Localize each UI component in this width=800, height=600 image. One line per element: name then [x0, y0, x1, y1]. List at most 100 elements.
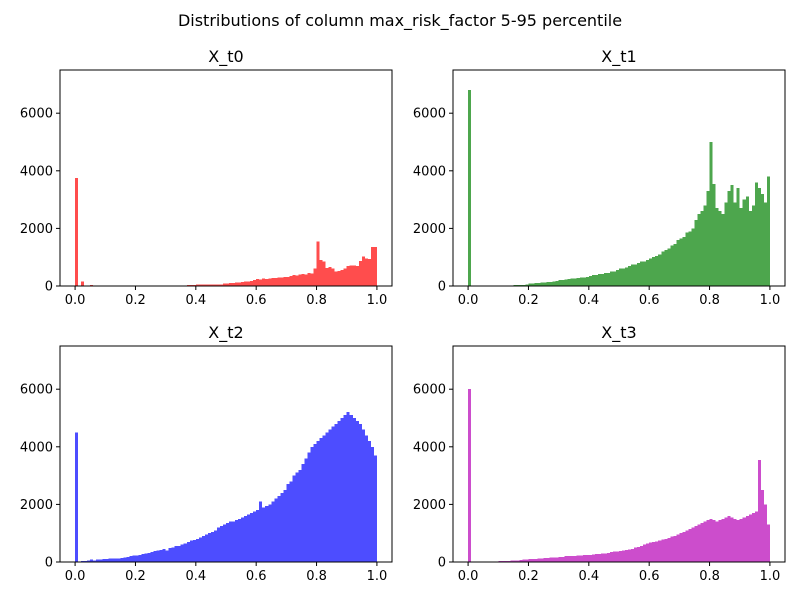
- histogram-bar: [358, 261, 362, 286]
- y-tick-label: 2000: [20, 222, 53, 237]
- histogram-bar: [232, 283, 236, 286]
- histogram-bar: [262, 507, 266, 562]
- histogram-bar: [619, 551, 623, 562]
- axes-frame: [59, 345, 393, 563]
- histogram-bar: [96, 559, 100, 562]
- histogram-bar: [549, 281, 553, 286]
- x-tick-label: 0.6: [246, 293, 267, 308]
- histogram-bar: [247, 514, 251, 562]
- histogram-bar: [603, 272, 607, 286]
- histogram-bar: [370, 446, 374, 562]
- histogram-bar: [649, 258, 653, 286]
- panel-X_t3: X_t3 0.0 0.2 0.4 0.6 0.8 1.0 0 2000 4000 6000: [413, 323, 786, 584]
- histogram-bar: [331, 268, 335, 286]
- histogram-bar: [352, 265, 356, 286]
- histogram-bar: [622, 550, 626, 562]
- panel-title: X_t0: [208, 47, 243, 67]
- histogram-bar: [706, 190, 710, 286]
- histogram-bar: [754, 182, 758, 286]
- histogram-bar: [567, 556, 571, 562]
- histogram-bar: [373, 247, 377, 286]
- histogram-bar: [216, 284, 220, 286]
- histogram-bar: [207, 533, 211, 562]
- histogram-bar: [328, 429, 332, 562]
- y-tick-label: 0: [438, 280, 446, 295]
- histogram-bar: [670, 536, 674, 562]
- histogram-bar: [582, 555, 586, 562]
- histogram-bar: [757, 459, 761, 562]
- histogram-bar: [573, 278, 577, 286]
- histogram-bar: [307, 272, 311, 286]
- histogram-bar: [144, 553, 148, 562]
- histogram-bar: [634, 547, 638, 562]
- histogram-bar: [204, 284, 208, 286]
- histogram-bars: [75, 178, 377, 286]
- histogram-bar: [558, 280, 562, 286]
- panels: X_t0 0.0 0.2 0.4 0.6 0.8 1.0 0 2000 4000 6000 X_t1 0…: [20, 47, 786, 584]
- y-tick-label: 2000: [20, 498, 53, 513]
- histogram-bar: [597, 553, 601, 562]
- histogram-bar: [256, 510, 260, 562]
- histogram-bar: [721, 214, 725, 286]
- histogram-bar: [528, 559, 532, 562]
- histogram-bar: [600, 553, 604, 562]
- histogram-bar: [189, 284, 193, 286]
- histogram-bar: [579, 277, 583, 286]
- histogram-bar: [123, 557, 127, 562]
- panel-X_t2: X_t2 0.0 0.2 0.4 0.6 0.8 1.0 0 2000 4000 6000: [20, 323, 393, 584]
- histogram-bar: [700, 211, 704, 286]
- histogram-bar: [588, 555, 592, 562]
- histogram-bar: [766, 524, 770, 562]
- histogram-bar: [150, 552, 154, 562]
- histogram-bar: [609, 552, 613, 562]
- x-tick-label: 0.8: [306, 569, 327, 584]
- histogram-bar: [186, 541, 190, 562]
- histogram-bar: [763, 202, 767, 286]
- figure-title: Distributions of column max_risk_factor …: [178, 11, 622, 31]
- histogram-bar: [721, 518, 725, 562]
- histogram-bar: [325, 268, 329, 286]
- histogram-bar: [159, 549, 163, 562]
- histogram-bar: [334, 423, 338, 562]
- histogram-bar: [504, 560, 508, 562]
- histogram-bar: [561, 280, 565, 286]
- histogram-bar: [207, 284, 211, 286]
- histogram-bar: [667, 537, 671, 562]
- histogram-bar: [640, 545, 644, 562]
- histogram-bar: [186, 284, 190, 286]
- histogram-bar: [280, 492, 284, 562]
- histogram-bar: [232, 521, 236, 562]
- histogram-bar: [555, 280, 559, 286]
- histogram-bar: [676, 239, 680, 286]
- histogram-bar: [658, 540, 662, 562]
- histogram-bar: [256, 279, 260, 286]
- histogram-bar: [528, 283, 532, 286]
- histogram-bar: [507, 560, 511, 562]
- histogram-bar: [289, 276, 293, 286]
- histogram-bar: [244, 281, 248, 286]
- histogram-bar: [265, 505, 269, 562]
- histogram-bar: [310, 446, 314, 562]
- histogram-bar: [634, 264, 638, 286]
- histogram-bar: [271, 501, 275, 562]
- histogram-bar: [174, 546, 178, 562]
- x-tick-label: 0.4: [578, 293, 599, 308]
- histogram-bar: [210, 531, 214, 562]
- axes-frame: [59, 69, 393, 287]
- histogram-bar: [754, 511, 758, 562]
- histogram-bar: [564, 556, 568, 562]
- histogram-bar: [751, 513, 755, 562]
- histogram-bar: [226, 523, 230, 562]
- histogram-bar: [310, 273, 314, 286]
- histogram-bar: [646, 260, 650, 286]
- histogram-bar: [274, 277, 278, 286]
- histogram-bar: [81, 560, 85, 562]
- histogram-bar: [337, 271, 341, 286]
- histogram-bar: [268, 504, 272, 562]
- histogram-bar: [105, 559, 109, 562]
- histogram-bar: [364, 258, 368, 286]
- y-tick-label: 4000: [20, 164, 53, 179]
- histogram-bar: [727, 515, 731, 562]
- histogram-bar: [513, 560, 517, 562]
- histogram-bar: [241, 517, 245, 562]
